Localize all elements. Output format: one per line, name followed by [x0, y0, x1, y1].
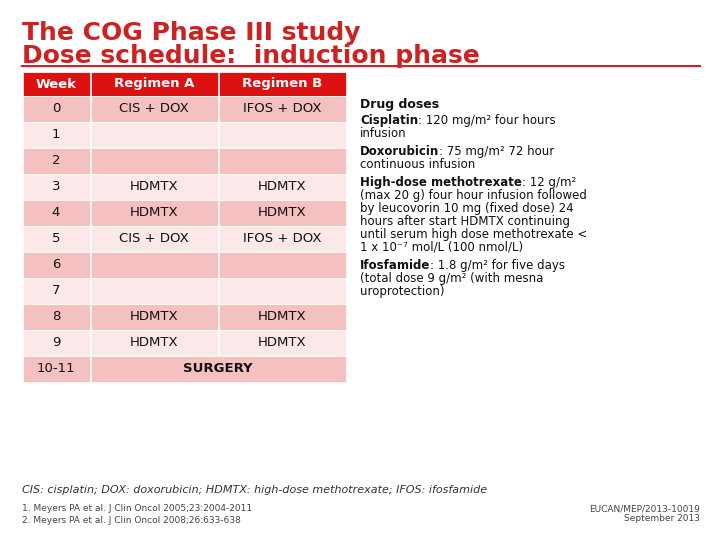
Text: 7: 7 — [52, 285, 60, 298]
Text: uroprotection): uroprotection) — [360, 285, 444, 298]
Bar — [91, 122, 218, 148]
Text: : 120 mg/m² four hours: : 120 mg/m² four hours — [418, 114, 556, 127]
Text: Ifosfamide: Ifosfamide — [360, 259, 431, 272]
Bar — [91, 304, 218, 330]
Text: infusion: infusion — [360, 127, 407, 140]
Text: 8: 8 — [52, 310, 60, 323]
Text: 1. Meyers PA et al. J Clin Oncol 2005;23:2004-2011: 1. Meyers PA et al. J Clin Oncol 2005;23… — [22, 504, 252, 513]
Text: HDMTX: HDMTX — [258, 310, 306, 323]
Bar — [91, 96, 218, 122]
Bar — [23, 330, 90, 356]
Text: 1: 1 — [52, 129, 60, 141]
Text: 2. Meyers PA et al. J Clin Oncol 2008;26:633-638: 2. Meyers PA et al. J Clin Oncol 2008;26… — [22, 516, 241, 525]
Text: 3: 3 — [52, 180, 60, 193]
Text: CIS: cisplatin; DOX: doxorubicin; HDMTX: high-dose methotrexate; IFOS: ifosfamid: CIS: cisplatin; DOX: doxorubicin; HDMTX:… — [22, 485, 487, 495]
Text: continuous infusion: continuous infusion — [360, 158, 475, 171]
Text: HDMTX: HDMTX — [258, 336, 306, 349]
Text: 5: 5 — [52, 233, 60, 246]
Text: 1 x 10⁻⁷ mol/L (100 nmol/L): 1 x 10⁻⁷ mol/L (100 nmol/L) — [360, 241, 523, 254]
Text: Regimen A: Regimen A — [114, 78, 194, 91]
Text: EUCAN/MEP/2013-10019
September 2013: EUCAN/MEP/2013-10019 September 2013 — [589, 504, 700, 523]
Bar — [23, 226, 90, 252]
Bar — [91, 278, 218, 304]
Text: IFOS + DOX: IFOS + DOX — [243, 103, 321, 116]
Bar — [219, 226, 346, 252]
Bar — [91, 148, 218, 174]
Text: by leucovorin 10 mg (fixed dose) 24: by leucovorin 10 mg (fixed dose) 24 — [360, 202, 574, 215]
Text: (total dose 9 g/m² (with mesna: (total dose 9 g/m² (with mesna — [360, 272, 544, 285]
Text: CIS + DOX: CIS + DOX — [119, 233, 189, 246]
Text: hours after start HDMTX continuing: hours after start HDMTX continuing — [360, 215, 570, 228]
Bar — [91, 252, 218, 278]
Text: HDMTX: HDMTX — [258, 206, 306, 219]
Bar — [23, 356, 90, 382]
Text: HDMTX: HDMTX — [130, 336, 179, 349]
Text: : 75 mg/m² 72 hour: : 75 mg/m² 72 hour — [439, 145, 554, 158]
Text: CIS + DOX: CIS + DOX — [119, 103, 189, 116]
Text: HDMTX: HDMTX — [130, 206, 179, 219]
Text: HDMTX: HDMTX — [130, 310, 179, 323]
Bar — [219, 96, 346, 122]
Bar — [91, 72, 218, 96]
Bar — [23, 252, 90, 278]
Text: until serum high dose methotrexate <: until serum high dose methotrexate < — [360, 228, 588, 241]
Text: SURGERY: SURGERY — [183, 362, 253, 375]
Text: 2: 2 — [52, 154, 60, 167]
Text: Doxorubicin: Doxorubicin — [360, 145, 439, 158]
Bar — [23, 278, 90, 304]
Text: Cisplatin: Cisplatin — [360, 114, 418, 127]
Bar — [91, 356, 346, 382]
Text: The COG Phase III study: The COG Phase III study — [22, 21, 361, 45]
Bar — [219, 148, 346, 174]
Bar — [91, 174, 218, 200]
Text: : 12 g/m²: : 12 g/m² — [522, 176, 576, 189]
Text: 10-11: 10-11 — [37, 362, 76, 375]
Bar — [91, 330, 218, 356]
Bar — [219, 330, 346, 356]
Text: 6: 6 — [52, 259, 60, 272]
Bar — [23, 148, 90, 174]
Text: 0: 0 — [52, 103, 60, 116]
Text: Regimen B: Regimen B — [242, 78, 322, 91]
Bar — [23, 122, 90, 148]
Bar — [219, 278, 346, 304]
Text: Week: Week — [35, 78, 76, 91]
Bar — [219, 304, 346, 330]
Text: Drug doses: Drug doses — [360, 98, 439, 111]
Text: 9: 9 — [52, 336, 60, 349]
Text: HDMTX: HDMTX — [130, 180, 179, 193]
Bar — [91, 200, 218, 226]
Bar — [23, 174, 90, 200]
Text: IFOS + DOX: IFOS + DOX — [243, 233, 321, 246]
Bar — [23, 96, 90, 122]
Bar — [23, 304, 90, 330]
Bar — [219, 200, 346, 226]
Bar — [219, 174, 346, 200]
Bar — [23, 72, 90, 96]
Text: : 1.8 g/m² for five days: : 1.8 g/m² for five days — [431, 259, 565, 272]
Bar — [91, 226, 218, 252]
Text: Dose schedule:  induction phase: Dose schedule: induction phase — [22, 44, 480, 68]
Bar — [219, 252, 346, 278]
Bar — [219, 72, 346, 96]
Text: High-dose methotrexate: High-dose methotrexate — [360, 176, 522, 189]
Bar — [23, 200, 90, 226]
Bar — [219, 122, 346, 148]
Text: HDMTX: HDMTX — [258, 180, 306, 193]
Text: 4: 4 — [52, 206, 60, 219]
Text: (max 20 g) four hour infusion followed: (max 20 g) four hour infusion followed — [360, 189, 587, 202]
